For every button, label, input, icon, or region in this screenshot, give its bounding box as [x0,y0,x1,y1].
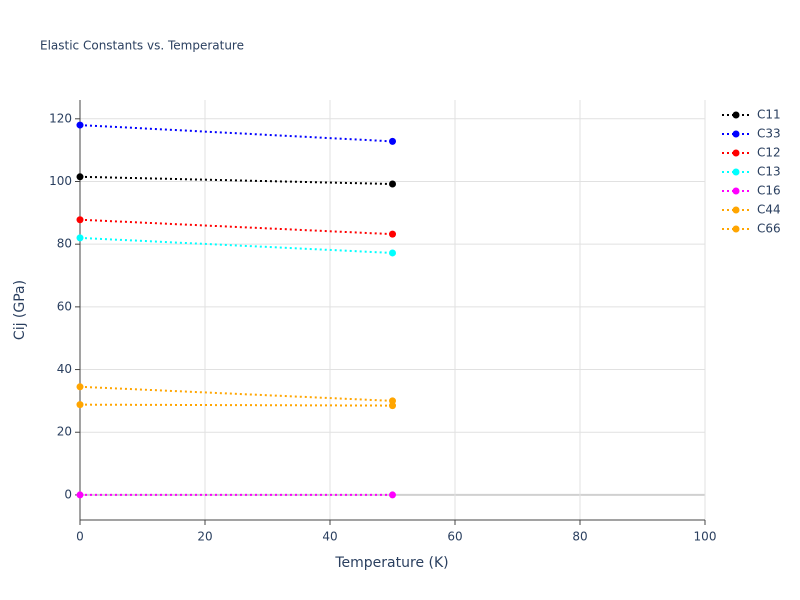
legend-marker [732,149,740,157]
x-tick-label: 80 [572,530,587,544]
data-point [76,121,84,129]
x-tick-label: 100 [694,530,717,544]
legend-marker [732,206,740,214]
data-point [389,137,396,145]
x-tick-label: 20 [197,530,212,544]
legend-marker [732,187,740,195]
x-axis-label: Temperature (K) [334,555,448,571]
data-point [76,234,84,242]
legend-label: C13 [757,165,781,179]
data-point [76,491,84,499]
data-point [389,249,396,257]
y-tick-label: 0 [64,487,72,501]
legend-marker [732,225,740,233]
legend-marker [732,168,740,176]
series-line [79,218,393,236]
y-tick-label: 100 [49,174,72,188]
data-point [76,216,84,224]
y-tick-label: 40 [57,362,72,376]
legend-label: C33 [757,127,781,141]
data-point [389,402,396,410]
legend-marker [732,130,740,138]
legend-label: C66 [757,222,781,236]
y-tick-label: 80 [57,237,72,251]
chart-title: Elastic Constants vs. Temperature [40,39,244,53]
legend-label: C11 [757,108,781,122]
x-tick-label: 60 [447,530,462,544]
series-line [79,236,393,254]
series-line [79,124,393,143]
y-tick-label: 20 [57,425,72,439]
legend-label: C12 [757,146,781,160]
y-tick-label: 60 [57,299,72,313]
x-tick-label: 0 [76,530,84,544]
data-point [76,173,84,181]
y-tick-label: 120 [49,111,72,125]
legend-marker [732,111,740,119]
series-line [79,175,393,185]
data-point [76,383,84,391]
series-line [79,403,393,407]
y-axis-label: Cij (GPa) [12,280,28,340]
data-point [389,180,396,188]
x-tick-label: 40 [322,530,337,544]
series-line [79,385,393,402]
legend-label: C16 [757,184,781,198]
data-point [76,401,84,409]
data-point [389,491,396,499]
legend-label: C44 [757,203,781,217]
data-point [389,230,396,238]
